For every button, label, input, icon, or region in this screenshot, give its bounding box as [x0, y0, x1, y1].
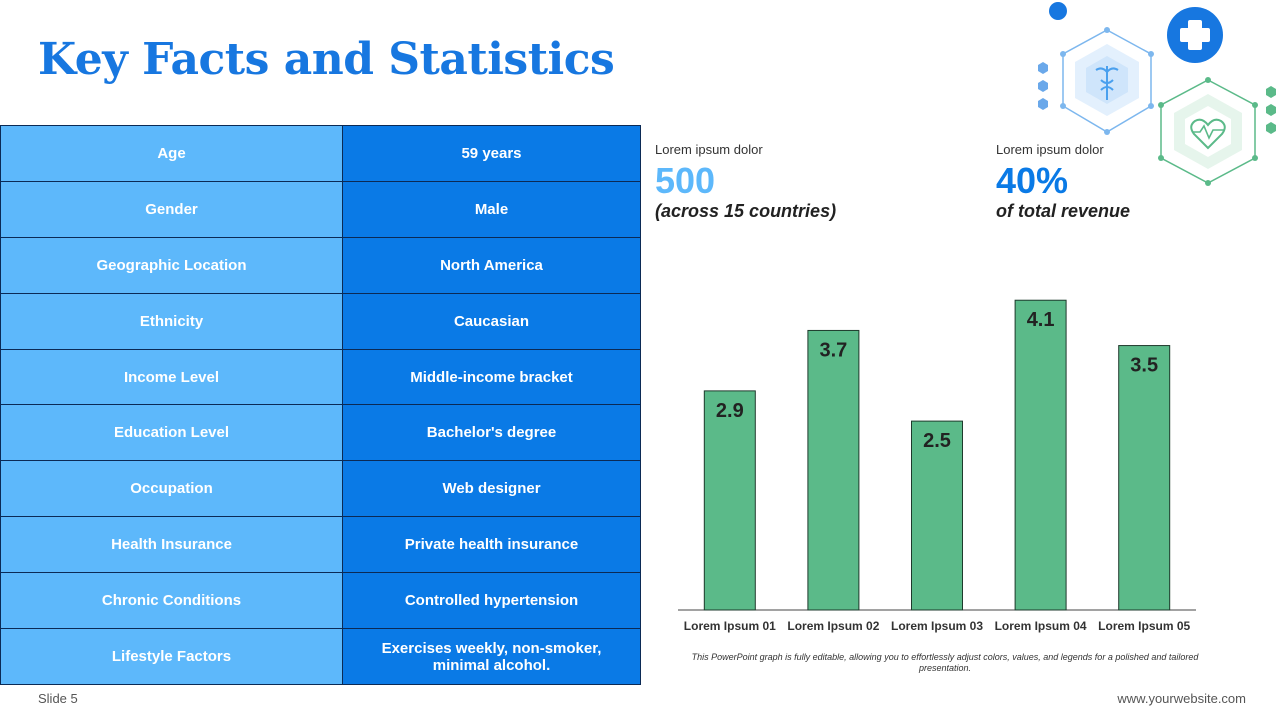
row-value: North America	[342, 236, 641, 294]
row-label: Education Level	[0, 404, 343, 462]
x-tick-label: Lorem Ipsum 03	[891, 619, 983, 633]
data-label: 3.5	[1130, 355, 1158, 377]
data-label: 2.5	[923, 430, 951, 452]
x-tick-label: Lorem Ipsum 01	[684, 619, 776, 633]
caduceus-icon	[1075, 44, 1139, 116]
stat-countries: Lorem ipsum dolor 500 (across 15 countri…	[655, 142, 836, 222]
row-value: Web designer	[342, 460, 641, 518]
row-value: 59 years	[342, 125, 641, 182]
row-label: Chronic Conditions	[0, 572, 343, 630]
chart-bar	[703, 390, 756, 611]
x-tick-label: Lorem Ipsum 04	[995, 619, 1087, 633]
chart-bar	[1118, 345, 1171, 611]
row-value: Caucasian	[342, 292, 641, 350]
row-value: Controlled hypertension	[342, 572, 641, 630]
table-row: Education Level Bachelor's degree	[0, 404, 641, 462]
table-row: Age 59 years	[0, 125, 641, 182]
row-value: Bachelor's degree	[342, 404, 641, 462]
stat-label: Lorem ipsum dolor	[996, 142, 1104, 157]
table-row: Gender Male	[0, 180, 641, 238]
row-value: Male	[342, 180, 641, 238]
row-value: Private health insurance	[342, 516, 641, 574]
row-label: Income Level	[0, 348, 343, 406]
row-value: Middle-income bracket	[342, 348, 641, 406]
row-value: Exercises weekly, non-smoker, minimal al…	[342, 628, 641, 685]
row-label: Age	[0, 125, 343, 182]
data-label: 3.7	[819, 339, 847, 361]
table-row: Occupation Web designer	[0, 460, 641, 518]
row-label: Gender	[0, 180, 343, 238]
chart-footnote: This PowerPoint graph is fully editable,…	[691, 652, 1199, 673]
data-label: 2.9	[716, 400, 744, 422]
table-row: Income Level Middle-income bracket	[0, 348, 641, 406]
facts-table: Age 59 years Gender Male Geographic Location…	[0, 125, 641, 685]
chart-bar	[1014, 299, 1067, 611]
x-tick-label: Lorem Ipsum 02	[787, 619, 879, 633]
stat-value: 40%	[996, 160, 1069, 201]
row-label: Geographic Location	[0, 236, 343, 294]
stat-value: 500	[655, 160, 716, 201]
data-label: 4.1	[1027, 309, 1055, 331]
row-label: Ethnicity	[0, 292, 343, 350]
row-label: Lifestyle Factors	[0, 628, 343, 685]
table-row: Geographic Location North America	[0, 236, 641, 294]
table-row: Ethnicity Caucasian	[0, 292, 641, 350]
heart-pulse-icon	[1174, 94, 1242, 169]
row-label: Health Insurance	[0, 516, 343, 574]
bar-chart-svg: 2.9 Lorem Ipsum 01 3.7 Lorem Ipsum 02 2.5 Lor…	[678, 299, 1196, 633]
chart-bar	[807, 329, 860, 611]
x-tick-label: Lorem Ipsum 05	[1098, 619, 1190, 633]
website-link[interactable]: www.yourwebsite.com	[1117, 691, 1246, 706]
stat-subtitle: of total revenue	[996, 201, 1131, 221]
page-title: Key Facts and Statistics	[38, 34, 615, 85]
decorative-icons	[1038, 2, 1276, 186]
table-row: Lifestyle Factors Exercises weekly, non-s…	[0, 628, 641, 685]
stat-subtitle: (across 15 countries)	[655, 201, 837, 221]
stat-label: Lorem ipsum dolor	[655, 142, 763, 157]
row-label: Occupation	[0, 460, 343, 518]
medical-cross-icon	[1167, 7, 1223, 63]
table-row: Chronic Conditions Controlled hypertensio…	[0, 572, 641, 630]
table-row: Health Insurance Private health insurance	[0, 516, 641, 574]
chart-bar	[911, 420, 963, 611]
bar-chart: 2.9 Lorem Ipsum 01 3.7 Lorem Ipsum 02 2.5 Lor…	[678, 270, 1198, 640]
blue-dot-icon	[1049, 2, 1067, 20]
stat-revenue: Lorem ipsum dolor 40% of total revenue	[996, 142, 1130, 222]
slide-number: Slide 5	[38, 691, 78, 706]
